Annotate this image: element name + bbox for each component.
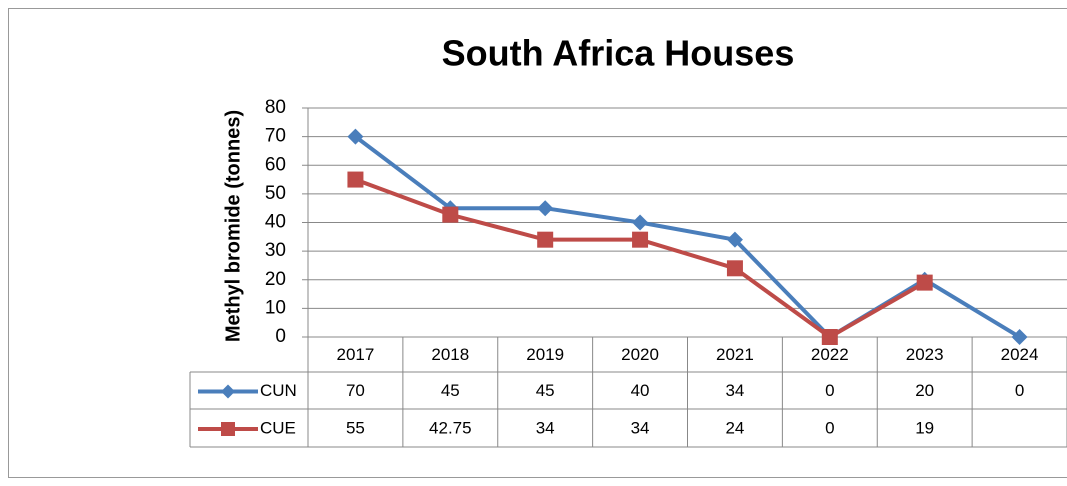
table-value: 45 <box>441 381 460 400</box>
diamond-marker <box>347 128 364 145</box>
x-tick-label: 2024 <box>1001 345 1039 364</box>
legend-marker <box>221 422 235 436</box>
legend-label: CUN <box>260 381 297 400</box>
x-tick-label: 2017 <box>337 345 375 364</box>
table-value: 19 <box>915 418 934 437</box>
x-tick-label: 2022 <box>811 345 849 364</box>
y-tick-label: 80 <box>265 97 286 118</box>
table-value: 0 <box>825 381 834 400</box>
table-value: 20 <box>915 381 934 400</box>
table-value: 0 <box>1015 381 1024 400</box>
x-tick-label: 2018 <box>431 345 469 364</box>
table-value: 34 <box>725 381 744 400</box>
x-tick-label: 2023 <box>906 345 944 364</box>
table-value: 34 <box>536 418 555 437</box>
y-tick-label: 30 <box>265 240 286 261</box>
table-value: 24 <box>725 418 744 437</box>
diamond-marker <box>1011 329 1028 345</box>
square-marker <box>821 329 838 345</box>
square-marker <box>347 171 364 188</box>
table-value: 55 <box>346 418 365 437</box>
table-value: 70 <box>346 381 365 400</box>
square-marker <box>632 231 649 248</box>
table-value: 40 <box>631 381 650 400</box>
legend-label: CUE <box>260 418 296 437</box>
y-tick-label: 50 <box>265 183 286 204</box>
square-marker <box>442 206 459 223</box>
table-value: 0 <box>825 418 834 437</box>
table-value: 45 <box>536 381 555 400</box>
table-value: 34 <box>631 418 650 437</box>
square-marker <box>537 231 554 248</box>
x-tick-label: 2020 <box>621 345 659 364</box>
diamond-marker <box>632 214 649 231</box>
diamond-marker <box>726 231 743 248</box>
square-marker <box>916 274 933 291</box>
square-marker <box>726 260 743 277</box>
legend-marker <box>221 384 235 399</box>
y-tick-label: 20 <box>265 269 286 290</box>
y-tick-label: 70 <box>265 126 286 147</box>
table-value: 42.75 <box>429 418 472 437</box>
x-tick-label: 2021 <box>716 345 754 364</box>
y-tick-label: 40 <box>265 212 286 233</box>
y-tick-label: 60 <box>265 154 286 175</box>
y-tick-label: 10 <box>265 297 286 318</box>
x-tick-label: 2019 <box>526 345 564 364</box>
y-axis-label: Methyl bromide (tonnes) <box>222 110 244 342</box>
series-line <box>354 135 1021 339</box>
y-tick-label: 0 <box>275 326 286 347</box>
chart-title: South Africa Houses <box>442 33 795 74</box>
diamond-marker <box>537 200 554 217</box>
